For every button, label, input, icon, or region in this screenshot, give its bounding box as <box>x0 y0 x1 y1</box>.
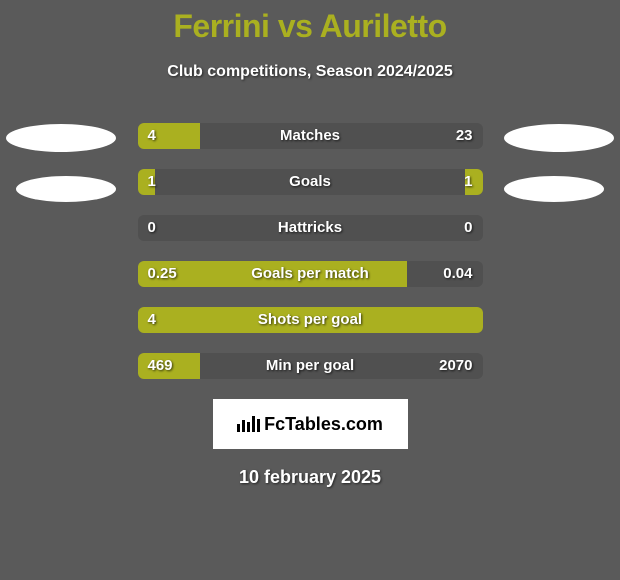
logo-label: FcTables.com <box>264 414 383 435</box>
stat-row: 4Matches23 <box>138 123 483 149</box>
stat-label: Min per goal <box>138 353 483 379</box>
stat-label: Shots per goal <box>138 307 483 333</box>
stat-label: Matches <box>138 123 483 149</box>
stat-row: 1Goals1 <box>138 169 483 195</box>
stat-row: 469Min per goal2070 <box>138 353 483 379</box>
player-right-photo-placeholder <box>504 124 614 152</box>
bars-icon <box>237 416 260 432</box>
team-left-logo-placeholder <box>16 176 116 202</box>
stat-label: Goals per match <box>138 261 483 287</box>
stat-label: Hattricks <box>138 215 483 241</box>
stat-row: 4Shots per goal <box>138 307 483 333</box>
stat-value-right: 1 <box>464 169 472 195</box>
stat-value-right: 0 <box>464 215 472 241</box>
page-title: Ferrini vs Auriletto <box>0 0 620 45</box>
date-label: 10 february 2025 <box>0 467 620 488</box>
stat-value-right: 23 <box>456 123 473 149</box>
player-left-photo-placeholder <box>6 124 116 152</box>
stat-value-right: 0.04 <box>443 261 472 287</box>
stat-row: 0Hattricks0 <box>138 215 483 241</box>
stat-row: 0.25Goals per match0.04 <box>138 261 483 287</box>
subtitle: Club competitions, Season 2024/2025 <box>0 63 620 81</box>
stat-label: Goals <box>138 169 483 195</box>
comparison-bars: 4Matches23 1Goals1 0Hattricks0 0.25Goals pe… <box>0 123 620 379</box>
team-right-logo-placeholder <box>504 176 604 202</box>
stat-value-right: 2070 <box>439 353 472 379</box>
fctables-logo: FcTables.com <box>213 399 408 449</box>
